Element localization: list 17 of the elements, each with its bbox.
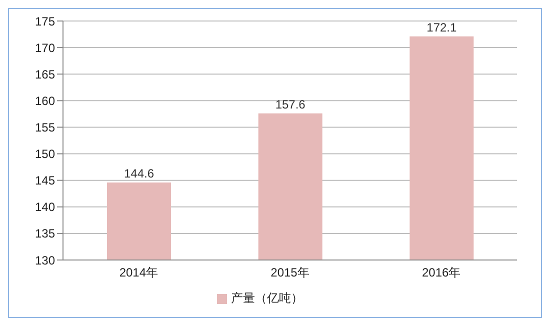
x-tick-label: 2014年	[119, 266, 158, 280]
y-tick-label: 140	[34, 200, 56, 214]
y-tick-label: 175	[34, 14, 56, 28]
y-tick-label: 165	[34, 67, 56, 82]
data-label: 144.6	[124, 166, 154, 180]
x-tick-label: 2016年	[422, 266, 461, 280]
data-label: 172.1	[426, 20, 458, 34]
y-tick-label: 170	[34, 40, 56, 55]
y-tick-label: 150	[34, 147, 56, 162]
y-tick-label: 155	[34, 120, 56, 134]
x-tick-label: 2015年	[270, 266, 310, 280]
y-tick-label: 135	[34, 226, 56, 241]
y-tick-label: 130	[34, 253, 56, 268]
y-tick-label: 160	[34, 94, 56, 108]
data-label: 157.6	[275, 97, 306, 112]
legend-label: 产量（亿吨）	[231, 291, 303, 305]
y-tick-label: 145	[34, 174, 56, 188]
